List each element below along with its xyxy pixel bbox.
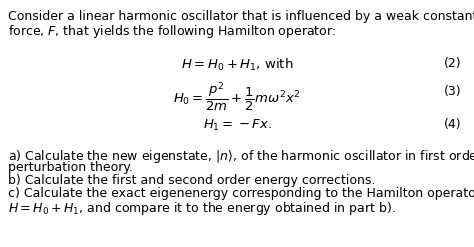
- Text: Consider a linear harmonic oscillator that is influenced by a weak constant: Consider a linear harmonic oscillator th…: [8, 10, 474, 23]
- Text: $H = H_0 + H_1$, with: $H = H_0 + H_1$, with: [181, 57, 293, 73]
- Text: $H_1 = -Fx.$: $H_1 = -Fx.$: [202, 118, 272, 133]
- Text: (4): (4): [444, 118, 462, 131]
- Text: (2): (2): [444, 57, 462, 70]
- Text: $H_0 = \dfrac{p^2}{2m} + \dfrac{1}{2}m\omega^2 x^2$: $H_0 = \dfrac{p^2}{2m} + \dfrac{1}{2}m\o…: [173, 80, 301, 113]
- Text: c) Calculate the exact eigenenergy corresponding to the Hamilton operator,: c) Calculate the exact eigenenergy corre…: [8, 187, 474, 200]
- Text: b) Calculate the first and second order energy corrections.: b) Calculate the first and second order …: [8, 174, 375, 187]
- Text: perturbation theory.: perturbation theory.: [8, 161, 133, 174]
- Text: force, $F$, that yields the following Hamilton operator:: force, $F$, that yields the following Ha…: [8, 23, 337, 40]
- Text: $H = H_0 + H_1$, and compare it to the energy obtained in part b).: $H = H_0 + H_1$, and compare it to the e…: [8, 200, 396, 217]
- Text: (3): (3): [444, 85, 462, 98]
- Text: a) Calculate the new eigenstate, $|n\rangle$, of the harmonic oscillator in firs: a) Calculate the new eigenstate, $|n\ran…: [8, 148, 474, 165]
